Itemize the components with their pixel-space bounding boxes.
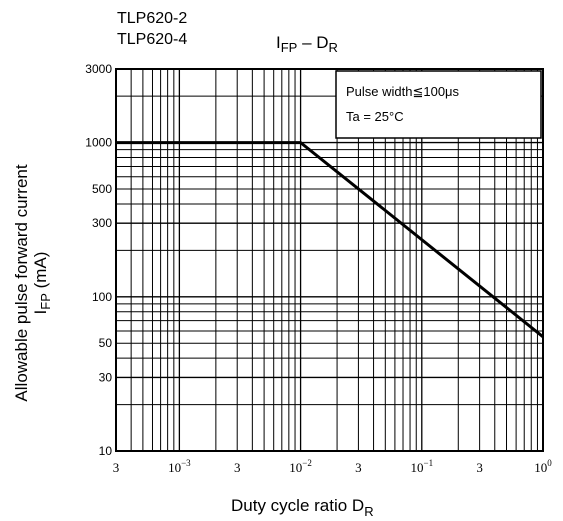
chart-title-dash: – D [297,33,328,52]
x-axis-label: Duty cycle ratio DR [231,496,374,519]
annotation-box [335,70,542,139]
x-tick-base: 3 [476,460,483,475]
x-tick-label: 3 [355,460,362,475]
y-tick-label: 300 [92,216,112,230]
x-tick-base: 3 [234,460,241,475]
grid [115,68,544,452]
x-tick-base: 10 [168,460,181,475]
y-tick-label: 500 [92,182,112,196]
chart-title: IFP – DR [276,33,338,55]
y-axis-label-unit: (mA) [31,252,50,294]
x-tick-label: 10−3 [168,458,191,475]
x-tick-base: 10 [289,460,302,475]
y-axis-label-line2: IFP (mA) [31,252,53,315]
annotation-line-1: Pulse width≦100μs [346,84,460,99]
x-tick-exponent: 0 [547,458,552,468]
x-tick-label: 100 [534,458,552,475]
y-tick-label: 3000 [85,62,112,76]
x-tick-exponent: −2 [302,458,312,468]
x-tick-label: 3 [234,460,241,475]
y-tick-label: 30 [99,370,113,384]
y-axis-label-sub: FP [38,293,53,310]
x-axis-label-text: Duty cycle ratio D [231,496,364,515]
chart-title-sub2: R [329,40,338,55]
x-tick-label: 10−2 [289,458,312,475]
y-tick-label: 100 [92,290,112,304]
x-tick-base: 10 [411,460,424,475]
y-axis-label-main: I [31,310,50,315]
annotation-line-2: Ta = 25°C [346,109,404,124]
model-label-1: TLP620-2 [117,10,187,27]
x-axis-label-sub: R [364,504,373,519]
x-tick-base: 10 [534,460,547,475]
x-tick-base: 3 [113,460,120,475]
y-tick-label: 50 [99,336,113,350]
x-tick-label: 3 [476,460,483,475]
y-tick-label: 10 [99,444,113,458]
chart-title-sub: FP [281,40,298,55]
y-tick-labels: 3000 1000 500 300 100 50 30 10 [85,62,112,458]
x-tick-label: 10−1 [411,458,434,475]
chart-title-main: I [276,33,281,52]
x-tick-base: 3 [355,460,362,475]
model-label-2: TLP620-4 [117,31,187,48]
plot-frame [115,68,544,452]
series-line [116,141,544,338]
x-tick-exponent: −1 [424,458,434,468]
x-tick-labels: 3 10−3 3 10−2 3 10−1 3 100 [113,458,553,475]
y-axis-label-line1: Allowable pulse forward current [12,164,31,401]
y-axis-label: Allowable pulse forward current IFP (mA) [12,164,53,401]
x-tick-label: 3 [113,460,120,475]
x-tick-exponent: −3 [181,458,191,468]
y-tick-label: 1000 [85,136,112,150]
